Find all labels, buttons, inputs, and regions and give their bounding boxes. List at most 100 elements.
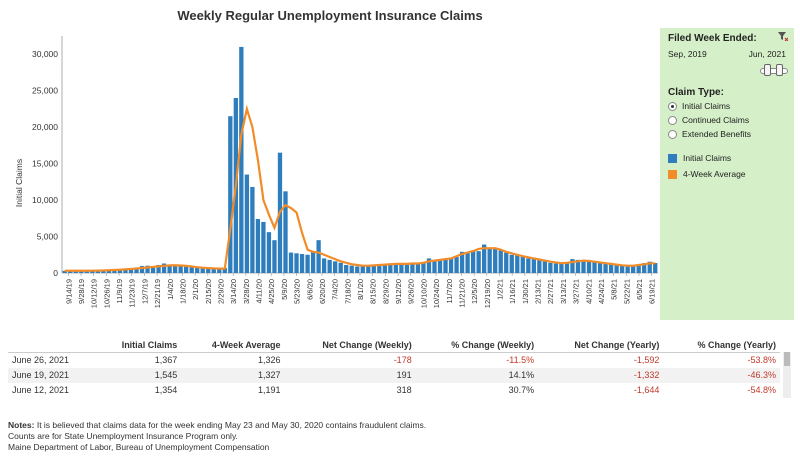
bar[interactable] <box>117 269 123 273</box>
bar[interactable] <box>371 265 376 273</box>
bar[interactable] <box>79 270 84 273</box>
bar[interactable] <box>217 268 222 273</box>
bar[interactable] <box>139 266 145 273</box>
bar[interactable] <box>537 259 542 273</box>
bar[interactable] <box>608 264 614 273</box>
bar[interactable] <box>189 267 194 273</box>
bar[interactable] <box>156 264 161 273</box>
bar[interactable] <box>487 247 492 273</box>
bar[interactable] <box>178 266 183 273</box>
bar[interactable] <box>106 269 112 273</box>
bar[interactable] <box>597 262 603 273</box>
bar[interactable] <box>283 191 288 273</box>
average-line[interactable] <box>64 104 656 272</box>
bar[interactable] <box>564 262 570 273</box>
bar[interactable] <box>349 265 354 273</box>
bar[interactable] <box>515 255 520 274</box>
bar[interactable] <box>382 264 387 273</box>
bar[interactable] <box>410 263 415 273</box>
bar[interactable] <box>244 174 250 273</box>
legend-4-week-average[interactable]: 4-Week Average <box>668 169 746 179</box>
bar[interactable] <box>211 268 216 273</box>
bar[interactable] <box>509 254 514 273</box>
bar[interactable] <box>614 264 619 273</box>
bar[interactable] <box>470 250 476 273</box>
bar[interactable] <box>321 258 327 273</box>
bar[interactable] <box>404 264 410 273</box>
bar[interactable] <box>299 254 305 273</box>
bar[interactable] <box>476 251 481 273</box>
bar[interactable] <box>184 266 189 273</box>
bar[interactable] <box>493 248 498 273</box>
bar[interactable] <box>239 46 244 273</box>
radio-initial-claims[interactable]: Initial Claims <box>668 101 730 111</box>
bar[interactable] <box>603 263 608 273</box>
bar[interactable] <box>338 262 343 273</box>
bar[interactable] <box>112 269 117 273</box>
bar[interactable] <box>526 258 531 273</box>
bar[interactable] <box>570 259 575 273</box>
bar[interactable] <box>426 258 432 273</box>
bar[interactable] <box>195 267 200 273</box>
bar[interactable] <box>393 264 399 273</box>
bar[interactable] <box>150 266 156 273</box>
bar[interactable] <box>520 256 525 273</box>
header-pct-change-yearly[interactable]: % Change (Yearly) <box>663 338 780 353</box>
bar[interactable] <box>95 270 101 273</box>
slider-start-handle[interactable] <box>764 64 771 76</box>
bar[interactable] <box>62 270 67 273</box>
bar[interactable] <box>548 262 553 273</box>
bar[interactable] <box>448 258 454 273</box>
header-pct-change-weekly[interactable]: % Change (Weekly) <box>415 338 539 353</box>
bar[interactable] <box>266 232 272 273</box>
header-net-change-yearly[interactable]: Net Change (Yearly) <box>538 338 664 353</box>
bar[interactable] <box>316 240 321 273</box>
bar[interactable] <box>333 261 338 273</box>
bar[interactable] <box>360 266 365 273</box>
table-scrollbar-thumb[interactable] <box>784 352 790 366</box>
bar[interactable] <box>586 261 592 273</box>
bar[interactable] <box>559 263 564 273</box>
bar[interactable] <box>642 263 647 273</box>
bar[interactable] <box>145 265 150 273</box>
bar[interactable] <box>68 270 73 273</box>
bar[interactable] <box>123 268 128 273</box>
bar[interactable] <box>167 264 172 273</box>
radio-continued-claims[interactable]: Continued Claims <box>668 115 749 125</box>
bar[interactable] <box>498 250 503 273</box>
bar[interactable] <box>454 256 459 273</box>
bar[interactable] <box>592 262 597 273</box>
header-4-week-average[interactable]: 4-Week Average <box>181 338 285 353</box>
bar[interactable] <box>459 251 465 273</box>
bar[interactable] <box>619 265 625 273</box>
bar[interactable] <box>636 264 641 273</box>
bar[interactable] <box>172 265 178 273</box>
bar[interactable] <box>504 252 509 273</box>
bar[interactable] <box>366 265 371 273</box>
bar[interactable] <box>90 270 95 273</box>
bar[interactable] <box>327 259 332 273</box>
bar[interactable] <box>482 244 487 273</box>
bar[interactable] <box>625 266 630 273</box>
bar[interactable] <box>101 270 106 273</box>
bar[interactable] <box>134 267 139 273</box>
bar[interactable] <box>261 221 266 273</box>
bar[interactable] <box>465 252 470 273</box>
header-net-change-weekly[interactable]: Net Change (Weekly) <box>284 338 416 353</box>
slider-end-handle[interactable] <box>776 64 783 76</box>
bar[interactable] <box>432 260 437 273</box>
legend-initial-claims[interactable]: Initial Claims <box>668 153 731 163</box>
bar[interactable] <box>222 267 227 273</box>
bar[interactable] <box>647 261 652 273</box>
bar[interactable] <box>437 260 443 273</box>
bar[interactable] <box>415 263 421 273</box>
filter-icon[interactable] <box>778 31 788 41</box>
bar[interactable] <box>377 264 382 273</box>
bar[interactable] <box>161 263 167 273</box>
bar[interactable] <box>255 219 261 273</box>
bar[interactable] <box>355 266 360 273</box>
bar[interactable] <box>294 253 299 273</box>
bar[interactable] <box>631 266 636 273</box>
bar[interactable] <box>128 268 134 273</box>
table-scrollbar[interactable] <box>783 352 791 398</box>
